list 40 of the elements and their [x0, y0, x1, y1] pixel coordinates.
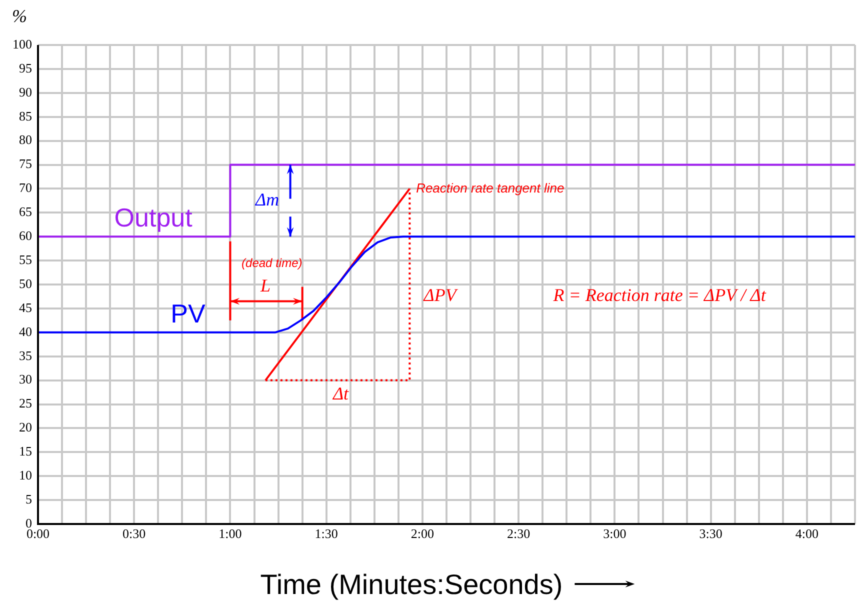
y-tick-label: 50	[19, 276, 32, 291]
y-tick-label: 25	[19, 396, 32, 411]
x-tick-label: 2:30	[507, 526, 530, 542]
y-tick-label: 90	[19, 84, 32, 100]
y-tick-label: 60	[19, 228, 32, 244]
y-tick-label: 20	[19, 420, 32, 435]
y-tick-label: 75	[19, 156, 32, 172]
x-tick-label: 3:00	[603, 526, 626, 542]
annotation: L	[259, 276, 270, 296]
y-tick-label: 35	[19, 348, 32, 363]
y-tick-label: 80	[19, 132, 32, 148]
y-tick-label: 100	[12, 36, 32, 52]
x-tick-label: 3:30	[699, 526, 722, 542]
x-tick-label: 1:00	[218, 526, 242, 542]
y-tick-label: 10	[19, 468, 32, 483]
x-axis-title: Time (Minutes:Seconds)	[260, 569, 563, 600]
annotation: R = Reaction rate = ΔPV / Δt	[552, 285, 767, 306]
y-tick-label: 40	[19, 324, 32, 339]
y-tick-label: 0	[26, 515, 32, 530]
y-tick-label: 70	[19, 180, 32, 196]
y-tick-label: 45	[19, 300, 32, 315]
annotation: Δm	[254, 189, 280, 210]
x-tick-label: 1:30	[314, 526, 338, 542]
series-label: PV	[170, 298, 206, 328]
annotation: ΔPV	[422, 285, 458, 306]
annotation: Δt	[332, 383, 350, 404]
y-tick-label: 15	[19, 444, 32, 459]
y-tick-label: 55	[19, 252, 32, 267]
x-tick-label: 0:30	[122, 526, 146, 542]
annotation: (dead time)	[242, 256, 302, 270]
x-tick-label: 2:00	[410, 526, 434, 542]
y-tick-label: 5	[26, 491, 32, 506]
y-tick-label: 95	[19, 60, 32, 76]
y-axis-title: %	[12, 6, 27, 26]
x-tick-label: 4:00	[795, 526, 819, 542]
series-label: Output	[114, 202, 194, 233]
y-tick-label: 85	[19, 108, 32, 124]
y-tick-label: 30	[19, 372, 32, 387]
annotation: Reaction rate tangent line	[416, 180, 564, 196]
y-tick-label: 65	[19, 204, 32, 220]
